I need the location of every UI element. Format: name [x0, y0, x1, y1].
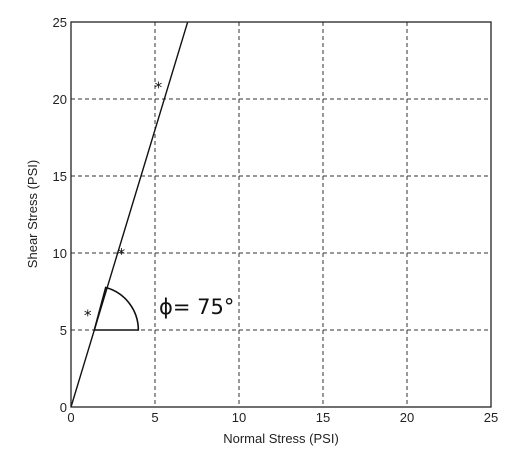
data-point-marker: * [154, 79, 163, 97]
angle-ray-line [93, 286, 107, 331]
angle-arc [104, 286, 140, 331]
x-tick-label: 10 [232, 410, 246, 425]
x-tick-label: 5 [151, 410, 158, 425]
y-tick-label: 0 [60, 400, 67, 415]
phi-angle-label: ϕ= 75° [159, 295, 234, 319]
y-tick-labels: 0 5 10 15 20 25 [53, 15, 67, 415]
x-tick-label: 15 [316, 410, 330, 425]
data-point-marker: * [83, 307, 92, 325]
x-tick-label: 0 [67, 410, 74, 425]
data-points: * * * [83, 79, 163, 325]
x-axis-label: Normal Stress (PSI) [223, 431, 339, 446]
y-axis-label: Shear Stress (PSI) [25, 160, 40, 268]
fit-line-layer [70, 21, 189, 408]
x-tick-label: 20 [400, 410, 414, 425]
y-tick-label: 5 [60, 323, 67, 338]
y-tick-label: 15 [53, 169, 67, 184]
x-tick-label: 25 [484, 410, 498, 425]
y-tick-label: 10 [53, 246, 67, 261]
fit-line [70, 21, 189, 408]
data-point-marker: * [117, 245, 126, 263]
x-tick-labels: 0 5 10 15 20 25 [67, 410, 498, 425]
grid-lines [71, 22, 491, 407]
y-tick-label: 25 [53, 15, 67, 30]
angle-annotation [93, 286, 140, 331]
plot-frame [70, 21, 492, 408]
y-tick-label: 20 [53, 92, 67, 107]
